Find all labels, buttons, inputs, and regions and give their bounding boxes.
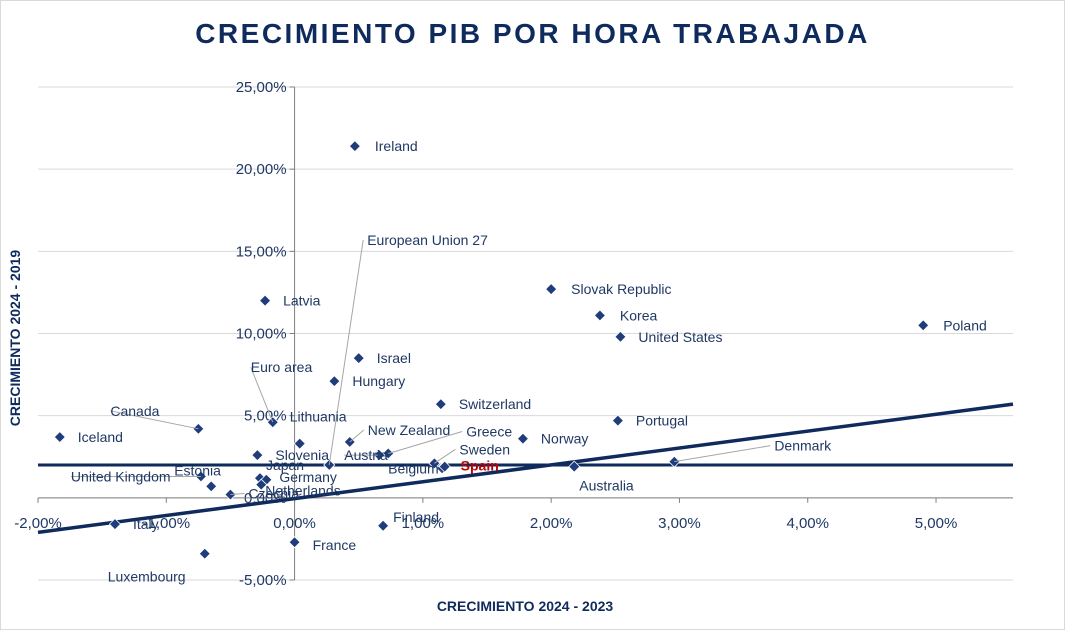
data-point [614,330,627,343]
data-point [255,478,268,491]
leader-line [250,367,274,423]
data-point [568,460,581,473]
data-label: Sweden [459,441,510,457]
x-tick-label: 2,00% [530,515,573,532]
data-point [108,518,122,531]
data-point [288,536,301,549]
data-point [611,414,624,427]
y-tick-label: 20,00% [236,161,287,178]
x-tick-label: 5,00% [915,515,958,532]
data-point [516,432,529,445]
data-label: France [313,537,357,553]
data-point [293,437,306,450]
x-tick-label: -1,00% [143,515,191,532]
data-point [917,319,930,332]
data-label: Luxembourg [108,569,186,585]
y-tick-label: -5,00% [239,572,287,589]
data-label: Slovak Republic [571,281,671,297]
data-point [198,547,211,560]
leader-line [328,239,364,466]
data-label: Israel [377,350,411,366]
data-point [53,430,66,444]
data-label: Italy [133,516,159,532]
data-label: Norway [541,431,588,447]
data-label: Germany [279,469,337,485]
data-label: Czechia [248,486,299,502]
x-tick-label: 3,00% [658,515,701,532]
data-label: European Union 27 [367,232,488,248]
data-point [434,398,447,411]
data-label: Slovenia [275,447,329,463]
data-label: United Kingdom [71,468,171,484]
data-point [352,352,365,365]
x-tick-label: -2,00% [14,515,62,532]
data-label: Denmark [774,438,832,454]
data-label: Lithuania [290,409,347,425]
data-point [377,519,390,532]
x-tick-label: 1,00% [402,515,445,532]
x-axis-label: CRECIMIENTO 2024 - 2023 [436,598,614,614]
leader-line [674,445,771,463]
data-point [348,140,361,153]
data-label: Estonia [174,462,221,478]
data-label: Netherlands [265,483,341,499]
leader-line [434,448,456,464]
data-label: Hungary [352,373,405,389]
data-label: Australia [579,478,634,494]
data-label: New Zealand [368,422,451,438]
data-label: Finland [393,509,439,525]
leader-line [110,410,199,430]
leader-line [230,493,245,496]
data-label: Korea [620,307,658,323]
data-label: Austria [344,447,388,463]
data-label: Switzerland [459,396,531,412]
data-point [438,460,451,473]
data-label: Greece [466,423,512,439]
data-label: Spain [461,458,499,474]
leader-line [349,429,365,443]
y-tick-label: 10,00% [236,326,287,343]
data-label: Canada [110,403,159,419]
data-label: Poland [943,317,987,333]
data-point [205,480,218,493]
data-label: Latvia [283,293,321,309]
trend-line [37,402,1014,535]
chart-title: CRECIMIENTO PIB POR HORA TRABAJADA [195,18,870,49]
data-label: Euro area [251,359,313,375]
data-point [328,375,341,388]
y-tick-label: 5,00% [244,408,287,425]
data-label: Japan [266,457,304,473]
x-tick-label: 4,00% [786,515,829,532]
data-point [545,283,558,296]
data-point [259,294,272,307]
data-label: Iceland [78,429,123,445]
y-tick-label: 25,00% [236,79,287,96]
data-label: Belgium [388,460,439,476]
data-label: United States [638,329,722,345]
data-point [251,449,264,462]
data-label: Ireland [375,138,418,154]
x-tick-label: 0,00% [273,515,316,532]
y-tick-label: 15,00% [236,243,287,260]
leader-line [388,430,463,454]
data-label: Portugal [636,413,688,429]
data-point [593,309,606,322]
